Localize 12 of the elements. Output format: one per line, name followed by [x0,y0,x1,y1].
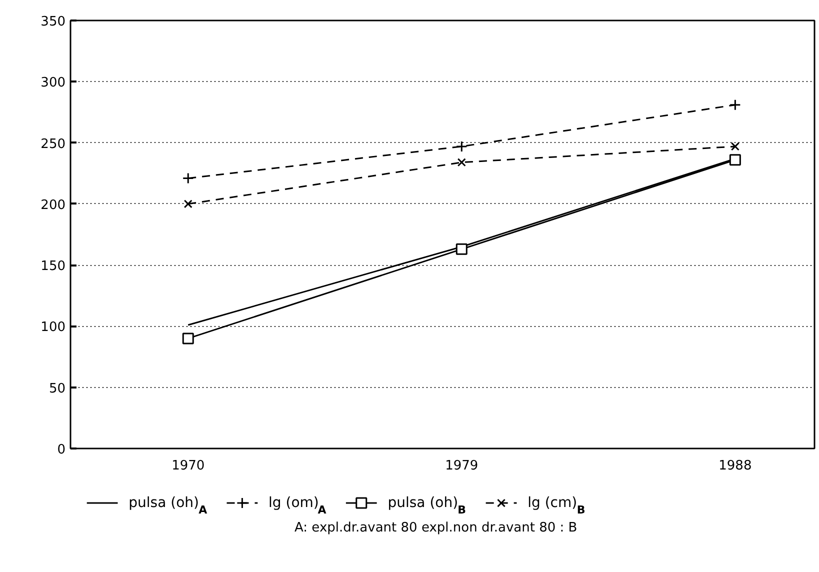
x-tick-label: 1979 [445,458,478,474]
x-tick-label: 1988 [718,458,752,474]
y-tick-label: 0 [57,442,66,458]
y-tick-label: 50 [48,381,66,396]
y-tick-label: 300 [40,76,66,91]
y-tick-label: 250 [40,136,66,152]
y-tick-label: 200 [40,198,66,213]
y-tick-label: 350 [40,14,66,30]
y-tick-label: 100 [40,320,66,336]
text: A: expl.dr.avant 80 expl.non dr.avant 80 : B [294,520,578,536]
y-tick-label: 150 [40,259,66,274]
x-tick-label: 1970 [172,458,205,474]
